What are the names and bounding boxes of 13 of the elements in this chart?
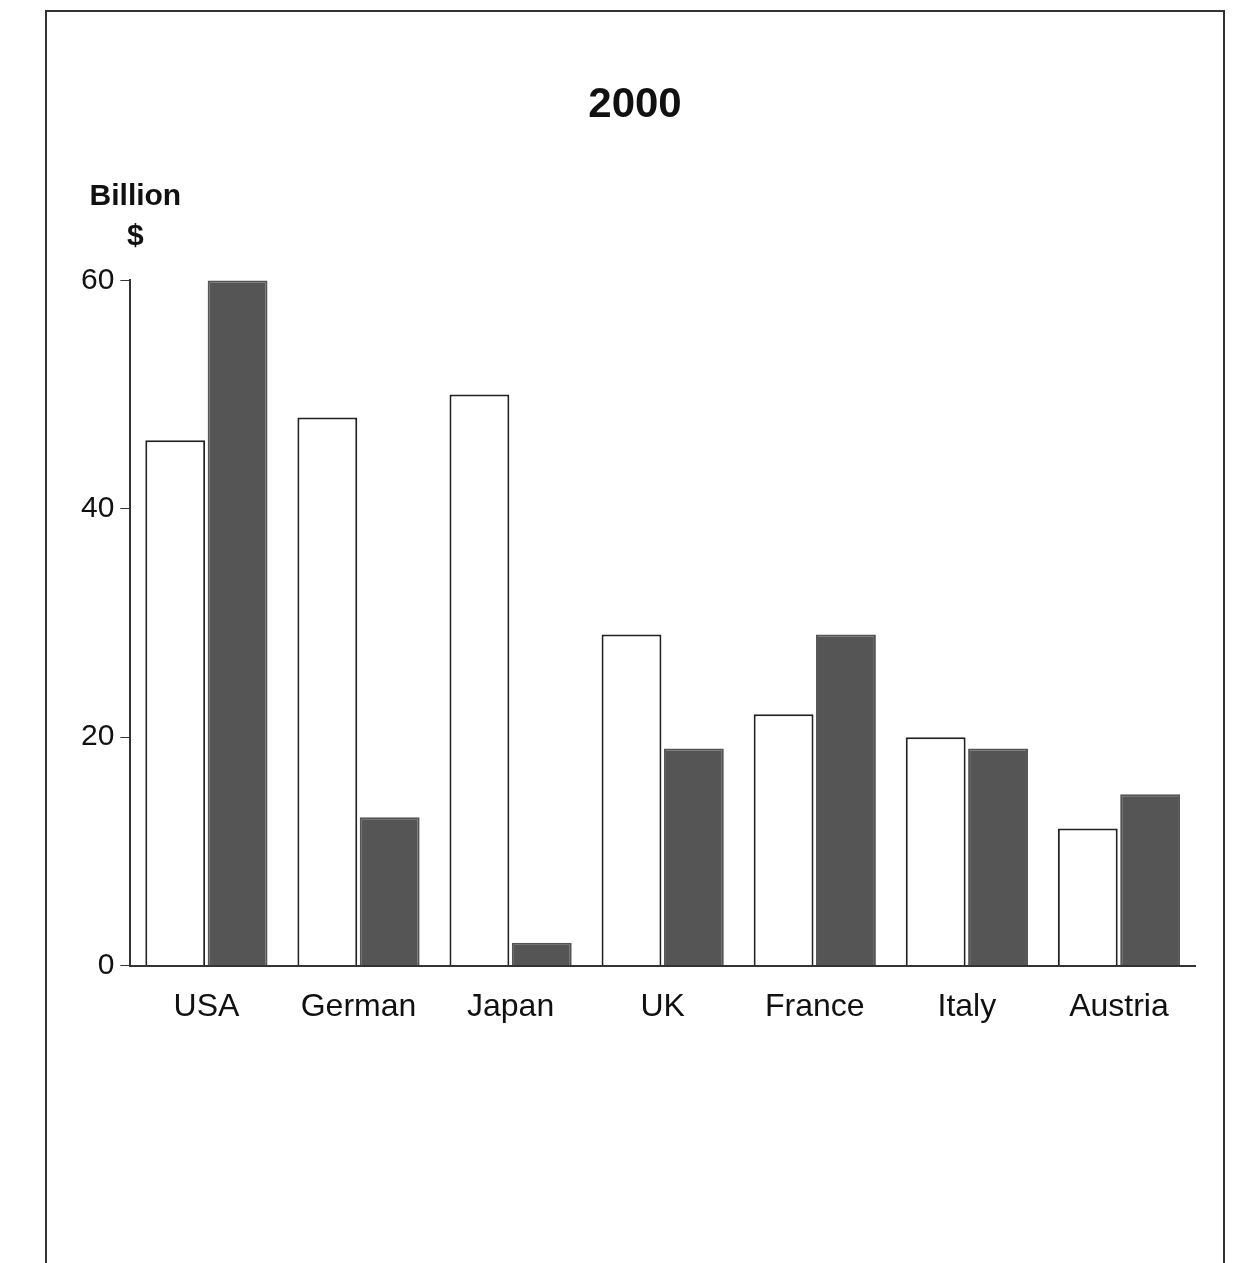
x-tick-label: Austria bbox=[1069, 986, 1169, 1023]
x-tick-label: Italy bbox=[937, 986, 997, 1023]
y-tick-label: 40 bbox=[80, 490, 115, 524]
x-tick-label: Japan bbox=[467, 986, 555, 1023]
y-tick-label: 60 bbox=[80, 261, 115, 295]
chart-title: 2000 bbox=[588, 78, 682, 126]
y-tick-label: 20 bbox=[80, 718, 115, 752]
x-tick-label: France bbox=[764, 986, 865, 1023]
x-tick-label: German bbox=[300, 986, 417, 1023]
y-tick-label: 0 bbox=[97, 946, 115, 980]
y-axis-title: Billion $ bbox=[89, 178, 182, 252]
x-tick-label: UK bbox=[640, 986, 685, 1023]
x-tick-label: USA bbox=[173, 986, 240, 1023]
